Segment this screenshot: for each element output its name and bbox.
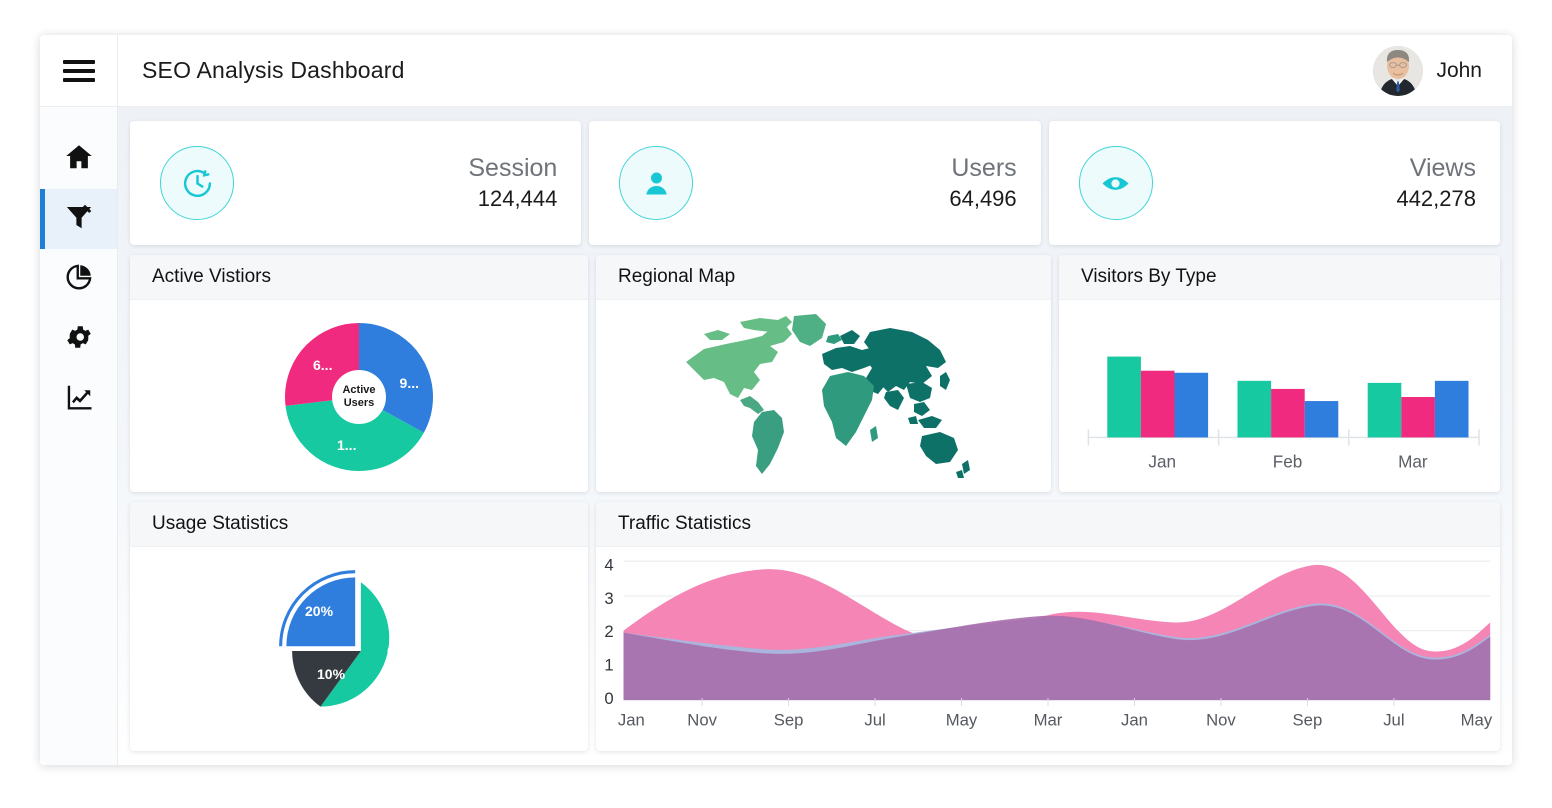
area-x-tick-0: Jan: [618, 711, 645, 730]
dashboard-content: Session 124,444 Users 64,496: [118, 107, 1512, 765]
stat-text-views: Views 442,278: [1396, 154, 1476, 213]
donut-slice-label-pink: 6...: [313, 357, 333, 373]
stat-card-views[interactable]: Views 442,278: [1048, 121, 1500, 245]
visitors-by-type-bar-chart[interactable]: Jan Feb Mar: [1059, 300, 1500, 492]
stat-label: Users: [951, 153, 1017, 182]
dashboard-window: SEO Analysis Dashboard: [40, 35, 1512, 765]
world-map-chart[interactable]: [674, 306, 974, 486]
avatar: [1373, 45, 1424, 96]
sidebar-item-settings[interactable]: [40, 309, 117, 369]
user-name-label: John: [1436, 58, 1482, 82]
card-title-active-visitors: Active Vistiors: [130, 255, 588, 300]
top-bar: SEO Analysis Dashboard: [40, 35, 1512, 107]
active-visitors-donut-chart[interactable]: 9... 1... 6... Active Users: [285, 323, 433, 471]
card-traffic-statistics: Traffic Statistics: [596, 502, 1500, 751]
sidebar: [40, 107, 118, 765]
stat-card-users[interactable]: Users 64,496: [589, 121, 1041, 245]
menu-toggle-button[interactable]: [40, 35, 118, 107]
area-x-tick-8: Sep: [1293, 711, 1323, 730]
donut-center-line1: Active: [342, 384, 376, 397]
body-row: Session 124,444 Users 64,496: [40, 107, 1512, 765]
bar-x-tick-mar: Mar: [1398, 452, 1428, 472]
bar-x-tick-jan: Jan: [1148, 452, 1176, 472]
stat-label: Views: [1409, 153, 1476, 182]
stat-cards-row: Session 124,444 Users 64,496: [130, 121, 1500, 245]
trending-up-icon: [64, 382, 94, 417]
pie-label-10: 10%: [317, 666, 346, 682]
sidebar-item-analytics[interactable]: [40, 369, 117, 429]
pie-label-20: 20%: [305, 603, 334, 619]
card-title-traffic-statistics: Traffic Statistics: [596, 502, 1500, 547]
bar-x-tick-feb: Feb: [1273, 452, 1303, 472]
card-title-usage-statistics: Usage Statistics: [130, 502, 588, 547]
sidebar-item-reports[interactable]: [40, 249, 117, 309]
donut-slice-label-teal: 1...: [337, 437, 357, 453]
sidebar-item-filter[interactable]: [40, 189, 117, 249]
area-x-tick-1: Nov: [687, 711, 717, 730]
stat-text-session: Session 124,444: [468, 154, 557, 213]
middle-row: Active Vistiors: [130, 255, 1500, 492]
area-y-tick-2: 2: [604, 622, 613, 641]
stat-card-session[interactable]: Session 124,444: [130, 121, 582, 245]
card-body-traffic-statistics: 4 3 2 1 0: [596, 547, 1500, 751]
card-body-active-visitors: 9... 1... 6... Active Users: [130, 300, 588, 492]
card-title-visitors-by-type: Visitors By Type: [1059, 255, 1500, 300]
person-icon: [619, 146, 694, 220]
sidebar-item-home[interactable]: [40, 129, 117, 189]
area-x-tick-6: Jan: [1121, 711, 1148, 730]
area-x-tick-9: Jul: [1383, 711, 1404, 730]
pie-label-60: 60%: [387, 643, 416, 659]
card-usage-statistics: Usage Statistics: [130, 502, 588, 751]
home-icon: [64, 142, 94, 177]
area-x-tick-3: Jul: [864, 711, 885, 730]
area-x-tick-5: Mar: [1034, 711, 1063, 730]
bottom-row: Usage Statistics: [130, 502, 1500, 751]
area-x-tick-4: May: [946, 711, 978, 730]
stat-value: 124,444: [477, 186, 558, 212]
eye-icon: [1078, 146, 1153, 220]
card-body-visitors-by-type: Jan Feb Mar: [1059, 300, 1500, 492]
timer-clock-icon: [160, 146, 234, 220]
stat-text-users: Users 64,496: [949, 154, 1016, 213]
usage-statistics-pie-chart[interactable]: 60% 20% 10%: [273, 565, 445, 737]
page-title: SEO Analysis Dashboard: [142, 57, 405, 83]
area-x-tick-10: May: [1461, 711, 1493, 730]
user-menu[interactable]: John: [1373, 45, 1512, 96]
stat-value: 64,496: [949, 186, 1017, 212]
area-x-tick-7: Nov: [1206, 711, 1236, 730]
area-y-tick-4: 4: [604, 555, 613, 574]
stat-value: 442,278: [1396, 186, 1476, 212]
card-regional-map: Regional Map: [596, 255, 1051, 492]
card-body-usage-statistics: 60% 20% 10%: [130, 547, 588, 751]
area-y-tick-1: 1: [604, 656, 613, 675]
hamburger-icon: [62, 55, 95, 87]
card-visitors-by-type: Visitors By Type: [1059, 255, 1500, 492]
stat-label: Session: [468, 153, 558, 182]
area-x-tick-2: Sep: [774, 711, 804, 730]
card-active-visitors: Active Vistiors: [130, 255, 588, 492]
pie-chart-icon: [64, 262, 94, 297]
traffic-statistics-area-chart[interactable]: 4 3 2 1 0: [596, 547, 1500, 751]
area-y-tick-3: 3: [604, 589, 613, 608]
donut-slice-label-blue: 9...: [399, 375, 419, 391]
filter-icon: [64, 202, 94, 237]
donut-center-label: Active Users: [332, 370, 386, 424]
card-body-regional-map: [596, 300, 1051, 492]
donut-center-line2: Users: [343, 397, 375, 409]
card-title-regional-map: Regional Map: [596, 255, 1051, 300]
gear-icon: [64, 322, 94, 357]
area-y-tick-0: 0: [604, 689, 613, 708]
